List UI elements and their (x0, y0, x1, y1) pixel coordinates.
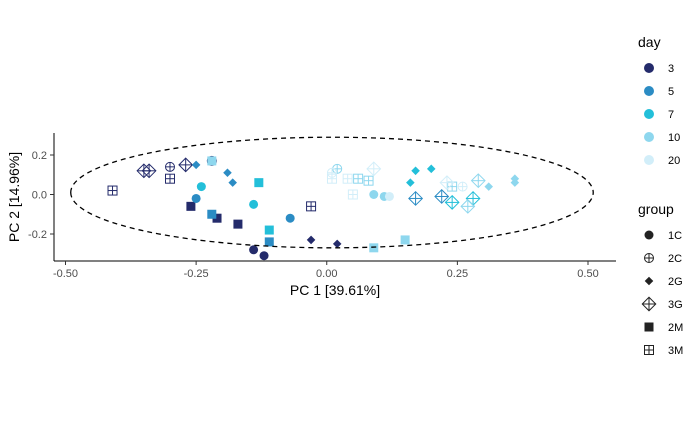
legend-group-key (644, 253, 654, 263)
data-point-day3-3m (306, 201, 317, 212)
x-tick-label: 0.00 (316, 268, 337, 280)
data-point-day10-2g (510, 178, 520, 187)
data-point-day5-3g (434, 189, 450, 204)
data-point-day5-2g (228, 178, 237, 187)
legend-day-key (644, 63, 654, 73)
data-point-day3-1c (249, 245, 259, 255)
legend-group-label: 3G (668, 299, 683, 311)
legend-group-key (644, 345, 654, 355)
data-point-day20-3m (342, 173, 353, 184)
legend-group-key (644, 276, 654, 286)
points-layer (107, 155, 520, 261)
data-point-day7-2g (406, 178, 415, 187)
y-ticks: -0.2 0.0 0.2 (28, 150, 54, 241)
legend-group-key (644, 322, 654, 332)
data-point-day3-2g (332, 239, 342, 249)
data-point-day20-2c (457, 181, 468, 192)
legend-day-label: 20 (668, 155, 680, 167)
legend-group: group 1C 2C 2G 3G 2M 3M (638, 201, 683, 357)
data-point-day7-3g (444, 194, 460, 210)
data-point-day20-1c (384, 191, 394, 201)
data-point-day5-2m (207, 209, 217, 219)
data-point-day7-1c (249, 199, 259, 209)
data-point-day5-2g (191, 160, 201, 170)
legend-group-label: 2M (668, 322, 683, 334)
legend-day-label: 3 (668, 63, 674, 75)
data-point-day3-1c (259, 251, 269, 261)
data-point-day7-1c (196, 182, 206, 192)
data-point-day10-2g (484, 182, 493, 191)
legend-day-key (644, 86, 654, 96)
legend-day: day 3 5 7 10 20 (638, 34, 680, 167)
data-point-day3-2c (165, 161, 175, 172)
legend-day-title: day (638, 34, 661, 50)
legend-day-key (644, 132, 654, 142)
data-point-day3-2m (233, 219, 243, 229)
x-tick-label: -0.25 (184, 268, 209, 280)
data-point-day10-3g (460, 198, 476, 214)
y-tick-label: 0.0 (32, 190, 47, 202)
data-point-day7-2m (254, 178, 264, 188)
data-point-day7-2g (411, 166, 420, 176)
data-point-day3-2m (186, 201, 196, 211)
x-ticks: -0.50 -0.25 0.00 0.25 0.50 (53, 261, 599, 280)
data-point-day3-3m (107, 185, 118, 196)
legend-group-label: 1C (668, 230, 682, 242)
legend-day-key (644, 155, 654, 165)
data-point-day20-3g (439, 175, 455, 191)
confidence-ellipse (70, 136, 594, 249)
data-point-day3-3g (141, 163, 157, 179)
data-point-day5-1c (285, 213, 295, 223)
data-point-day10-2m (207, 156, 217, 166)
data-point-day10-2m (400, 235, 410, 245)
data-point-day10-3m (353, 173, 364, 184)
legend-day-label: 5 (668, 86, 674, 98)
data-point-day3-2m (212, 213, 222, 223)
data-point-day7-2g (426, 164, 436, 174)
data-point-day10-2m (369, 243, 379, 253)
legend-day-key (644, 109, 654, 119)
data-point-day3-2g (306, 235, 316, 245)
legend-group-key (644, 230, 654, 240)
data-point-day20-3m (347, 189, 358, 200)
data-point-day10-1c (369, 190, 379, 199)
data-point-day3-3m (165, 173, 175, 184)
data-point-day5-1c (191, 193, 201, 203)
y-tick-label: 0.2 (32, 150, 47, 162)
x-tick-label: 0.50 (577, 268, 598, 280)
data-point-day10-3g (470, 173, 486, 189)
data-point-day20-3m (326, 173, 337, 184)
y-tick-label: -0.2 (28, 229, 47, 241)
legend-group-label: 3M (668, 345, 683, 357)
legend-group-label: 2C (668, 253, 682, 265)
data-point-day5-2m (264, 237, 274, 247)
y-axis-label: PC 2 [14.96%] (6, 152, 22, 242)
x-tick-label: 0.25 (447, 268, 468, 280)
data-point-day10-3m (363, 175, 374, 186)
x-axis-label: PC 1 [39.61%] (290, 282, 380, 298)
legend-day-label: 10 (668, 132, 680, 144)
data-point-day3-3g (178, 157, 194, 173)
legend-day-label: 7 (668, 109, 674, 121)
data-point-day20-3g (366, 161, 382, 177)
legend-group-title: group (638, 201, 674, 217)
data-point-day5-3g (408, 190, 424, 206)
data-point-day5-2g (223, 168, 232, 178)
x-tick-label: -0.50 (53, 268, 78, 280)
data-point-day7-2m (264, 225, 274, 235)
legend-group-label: 2G (668, 276, 683, 288)
legend-group-key (641, 296, 657, 312)
